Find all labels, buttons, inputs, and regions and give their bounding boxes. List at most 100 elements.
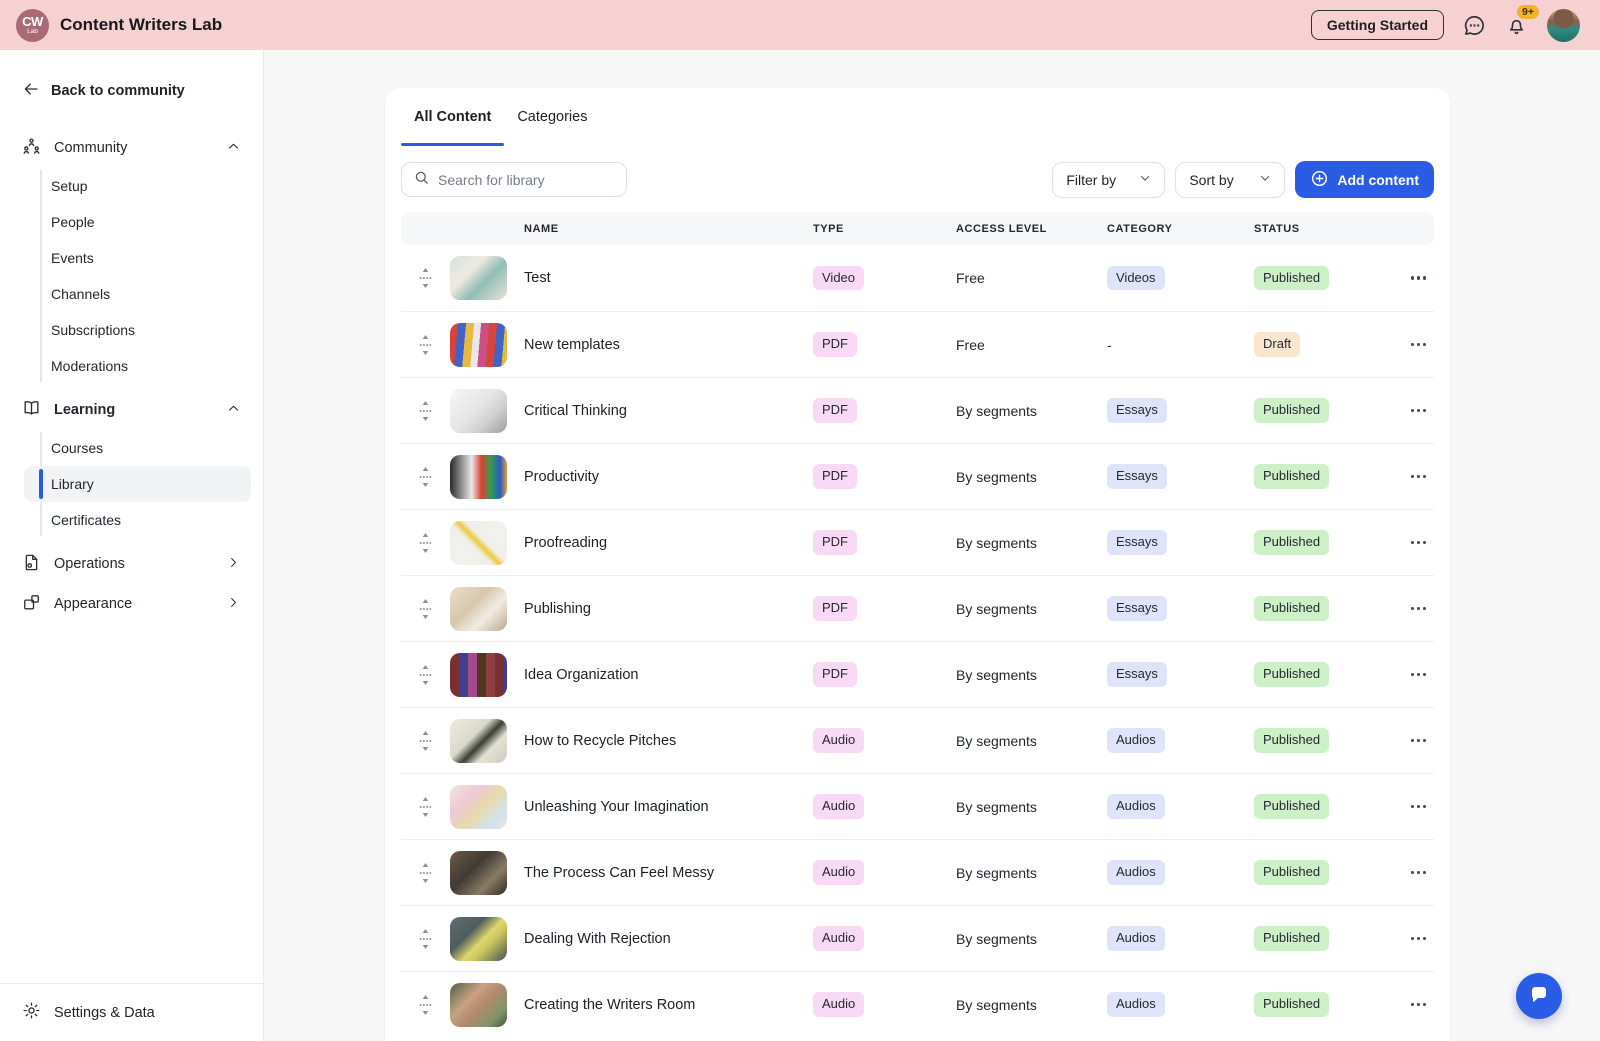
table-row[interactable]: Creating the Writers Room Audio By segme… <box>401 971 1434 1037</box>
category-badge: Audios <box>1107 926 1165 951</box>
table-body: Test Video Free Videos Published New tem… <box>401 245 1434 1037</box>
table-header: NAME TYPE ACCESS LEVEL CATEGORY STATUS <box>401 212 1434 245</box>
sidebar-section-community[interactable]: Community <box>12 128 251 168</box>
table-row[interactable]: Productivity PDF By segments Essays Publ… <box>401 443 1434 509</box>
sidebar-item-events[interactable]: Events <box>24 240 251 276</box>
row-menu-button[interactable] <box>1410 804 1435 809</box>
table-row[interactable]: Idea Organization PDF By segments Essays… <box>401 641 1434 707</box>
category-badge: Audios <box>1107 794 1165 819</box>
getting-started-button[interactable]: Getting Started <box>1310 10 1444 40</box>
back-to-community-link[interactable]: Back to community <box>12 76 251 106</box>
row-menu-button[interactable] <box>1410 936 1435 941</box>
top-bar: CW Lab Content Writers Lab Getting Start… <box>0 0 1600 50</box>
main-content: All Content Categories Filter by <box>264 50 1600 1041</box>
sidebar-item-courses[interactable]: Courses <box>24 430 251 466</box>
status-badge: Published <box>1254 596 1330 621</box>
table-row[interactable]: Critical Thinking PDF By segments Essays… <box>401 377 1434 443</box>
type-badge: Video <box>813 265 865 291</box>
subitem-label: Certificates <box>51 512 122 528</box>
content-name: Idea Organization <box>524 666 639 683</box>
sidebar-item-moderations[interactable]: Moderations <box>24 348 251 384</box>
type-badge: Audio <box>813 926 865 951</box>
table-row[interactable]: The Process Can Feel Messy Audio By segm… <box>401 839 1434 905</box>
drag-handle-icon[interactable] <box>419 862 432 884</box>
content-thumbnail <box>450 256 507 300</box>
drag-handle-icon[interactable] <box>419 730 432 752</box>
library-search[interactable] <box>401 162 627 197</box>
sidebar-item-setup[interactable]: Setup <box>24 168 251 204</box>
drag-handle-icon[interactable] <box>419 928 432 950</box>
sidebar-item-certificates[interactable]: Certificates <box>24 502 251 538</box>
type-badge: PDF <box>813 398 857 423</box>
user-avatar[interactable] <box>1547 8 1580 42</box>
row-menu-button[interactable] <box>1410 276 1435 280</box>
access-level: Free <box>956 270 985 286</box>
chevron-right-icon <box>226 555 241 574</box>
drag-handle-icon[interactable] <box>419 994 432 1016</box>
row-menu-button[interactable] <box>1410 606 1435 611</box>
logo-sub: Lab <box>27 27 38 35</box>
sidebar-section-learning[interactable]: Learning <box>12 390 251 430</box>
row-menu-button[interactable] <box>1410 672 1435 677</box>
content-thumbnail <box>450 916 507 961</box>
support-chat-button[interactable] <box>1516 973 1562 1019</box>
sidebar-item-appearance[interactable]: Appearance <box>12 584 251 624</box>
column-status: STATUS <box>1254 222 1300 235</box>
access-level: By segments <box>956 666 1037 683</box>
sidebar-item-people[interactable]: People <box>24 204 251 240</box>
admin-sidebar: Back to community Community Setup People… <box>0 50 264 1041</box>
table-row[interactable]: Proofreading PDF By segments Essays Publ… <box>401 509 1434 575</box>
drag-handle-icon[interactable] <box>419 466 432 488</box>
sidebar-item-library[interactable]: Library <box>24 466 251 502</box>
drag-handle-icon[interactable] <box>419 334 432 356</box>
search-input[interactable] <box>438 171 619 188</box>
settings-and-data-link[interactable]: Settings & Data <box>0 983 263 1041</box>
sidebar-item-subscriptions[interactable]: Subscriptions <box>24 312 251 348</box>
community-logo[interactable]: CW Lab <box>16 8 49 42</box>
access-level: By segments <box>956 864 1037 881</box>
row-menu-button[interactable] <box>1410 474 1435 479</box>
category-cell: Audios <box>1107 926 1254 951</box>
drag-handle-icon[interactable] <box>419 664 432 686</box>
access-level: By segments <box>956 798 1037 815</box>
access-level: By segments <box>956 534 1037 551</box>
status-badge: Published <box>1254 464 1330 489</box>
row-menu-button[interactable] <box>1410 870 1435 875</box>
sort-by-dropdown[interactable]: Sort by <box>1175 161 1286 198</box>
row-menu-button[interactable] <box>1410 342 1435 347</box>
table-row[interactable]: Test Video Free Videos Published <box>401 245 1434 311</box>
type-badge: Audio <box>813 860 865 885</box>
sidebar-item-channels[interactable]: Channels <box>24 276 251 312</box>
table-row[interactable]: How to Recycle Pitches Audio By segments… <box>401 707 1434 773</box>
access-level: By segments <box>956 996 1037 1013</box>
filter-by-dropdown[interactable]: Filter by <box>1052 161 1166 198</box>
column-name: NAME <box>524 222 559 235</box>
gear-icon <box>22 1001 41 1024</box>
drag-handle-icon[interactable] <box>419 796 432 818</box>
drag-handle-icon[interactable] <box>419 267 432 289</box>
row-menu-button[interactable] <box>1410 738 1435 743</box>
drag-handle-icon[interactable] <box>419 532 432 554</box>
table-row[interactable]: Unleashing Your Imagination Audio By seg… <box>401 773 1434 839</box>
tab-categories[interactable]: Categories <box>517 109 588 125</box>
tab-all-content[interactable]: All Content <box>401 88 505 146</box>
content-thumbnail <box>450 586 507 631</box>
plus-circle-icon <box>1310 169 1329 191</box>
messages-button[interactable] <box>1463 14 1486 37</box>
table-row[interactable]: Publishing PDF By segments Essays Publis… <box>401 575 1434 641</box>
table-row[interactable]: Dealing With Rejection Audio By segments… <box>401 905 1434 971</box>
notifications-button[interactable]: 9+ <box>1505 4 1539 37</box>
row-menu-button[interactable] <box>1410 540 1435 545</box>
chevron-right-icon <box>226 595 241 614</box>
access-level: By segments <box>956 732 1037 749</box>
table-row[interactable]: New templates PDF Free - Draft <box>401 311 1434 377</box>
drag-handle-icon[interactable] <box>419 400 432 422</box>
add-content-button[interactable]: Add content <box>1295 161 1434 198</box>
content-thumbnail <box>450 718 507 763</box>
sidebar-item-operations[interactable]: Operations <box>12 544 251 584</box>
status-badge: Published <box>1254 992 1330 1017</box>
drag-handle-icon[interactable] <box>419 598 432 620</box>
row-menu-button[interactable] <box>1410 1002 1435 1007</box>
row-menu-button[interactable] <box>1410 408 1435 413</box>
chevron-down-icon <box>1138 171 1152 188</box>
